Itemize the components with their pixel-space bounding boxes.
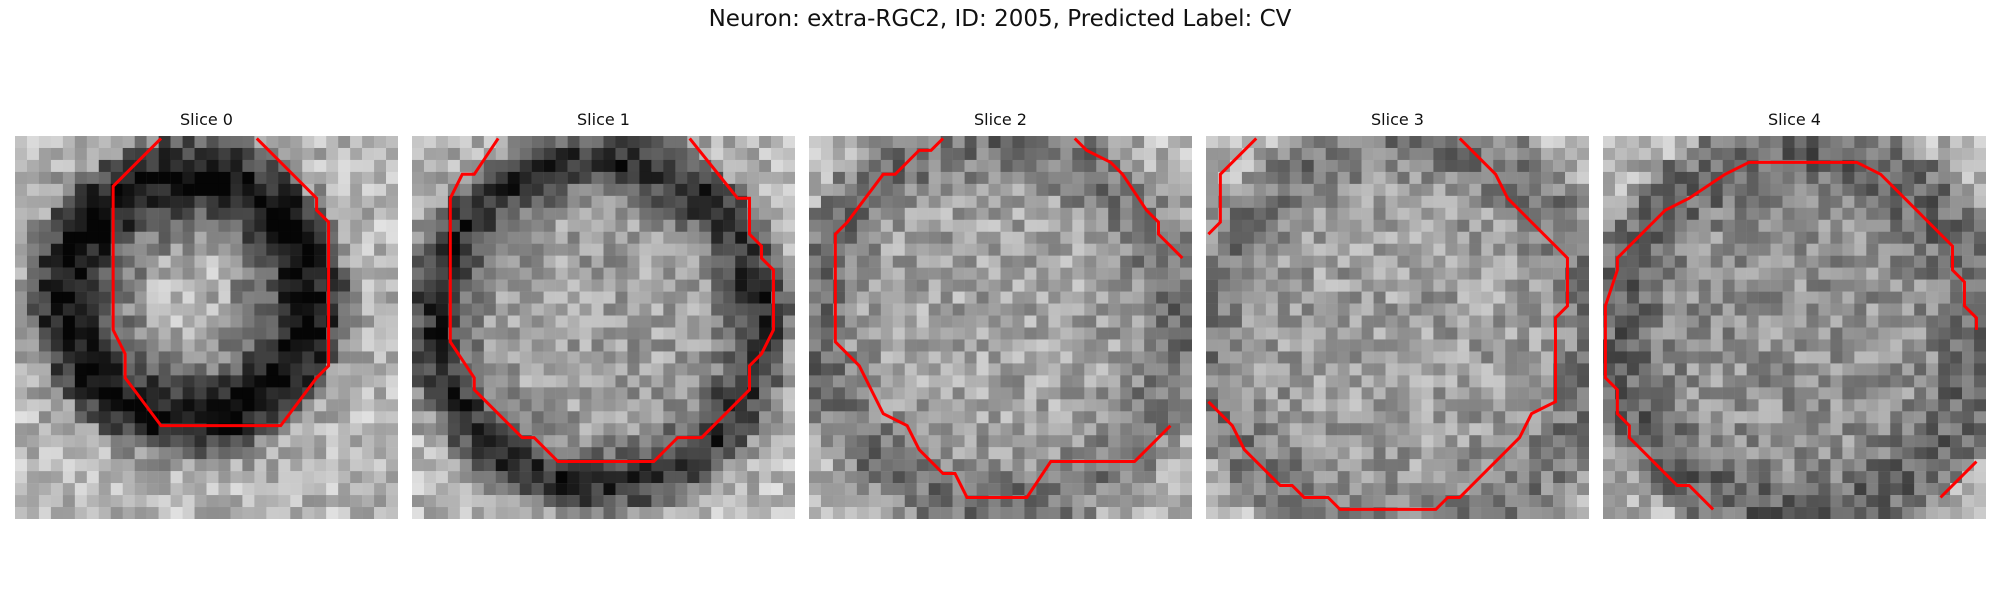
slice-panel-4: Slice 4 [1603,108,1986,519]
slice-title: Slice 4 [1603,108,1986,132]
grayscale-pixels [1206,136,1589,519]
figure-title: Neuron: extra-RGC2, ID: 2005, Predicted … [0,6,2000,32]
slice-title: Slice 1 [412,108,795,132]
slice-panel-3: Slice 3 [1206,108,1589,519]
slice-image [412,136,795,519]
slice-title: Slice 3 [1206,108,1589,132]
slice-panel-2: Slice 2 [809,108,1192,519]
slice-image [1206,136,1589,519]
slice-panel-0: Slice 0 [15,108,398,519]
slice-image [1603,136,1986,519]
slice-image [15,136,398,519]
grayscale-pixels [1603,136,1986,519]
slice-panel-1: Slice 1 [412,108,795,519]
slice-title: Slice 2 [809,108,1192,132]
slice-title: Slice 0 [15,108,398,132]
grayscale-pixels [15,136,398,519]
slice-image [809,136,1192,519]
